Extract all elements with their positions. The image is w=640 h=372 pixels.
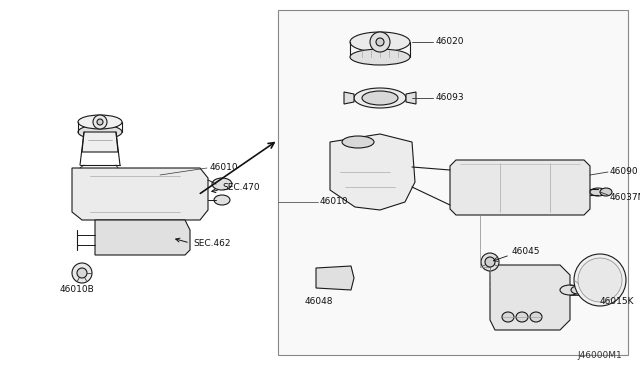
Polygon shape bbox=[82, 132, 118, 152]
Ellipse shape bbox=[560, 285, 580, 295]
Ellipse shape bbox=[78, 115, 122, 129]
Text: 46090: 46090 bbox=[610, 167, 639, 176]
Text: 46048: 46048 bbox=[305, 298, 333, 307]
Polygon shape bbox=[316, 266, 354, 290]
Polygon shape bbox=[490, 265, 570, 330]
Text: SEC.462: SEC.462 bbox=[193, 238, 230, 247]
Ellipse shape bbox=[590, 188, 606, 196]
Circle shape bbox=[370, 32, 390, 52]
Ellipse shape bbox=[571, 286, 585, 294]
Ellipse shape bbox=[502, 312, 514, 322]
Text: 46045: 46045 bbox=[512, 247, 541, 257]
Circle shape bbox=[93, 115, 107, 129]
Circle shape bbox=[72, 263, 92, 283]
Text: 46020: 46020 bbox=[436, 38, 465, 46]
Polygon shape bbox=[344, 92, 354, 104]
Ellipse shape bbox=[342, 136, 374, 148]
Text: 46015K: 46015K bbox=[600, 298, 634, 307]
Polygon shape bbox=[72, 168, 208, 220]
Ellipse shape bbox=[350, 32, 410, 52]
Polygon shape bbox=[406, 92, 416, 104]
Ellipse shape bbox=[212, 178, 232, 190]
Text: 46010B: 46010B bbox=[60, 285, 95, 295]
Text: 46010: 46010 bbox=[320, 198, 349, 206]
Ellipse shape bbox=[350, 49, 410, 65]
Circle shape bbox=[574, 254, 626, 306]
Ellipse shape bbox=[362, 91, 398, 105]
Text: J46000M1: J46000M1 bbox=[577, 351, 622, 360]
Bar bbox=[278, 10, 628, 355]
Text: 46037M: 46037M bbox=[610, 193, 640, 202]
Circle shape bbox=[376, 38, 384, 46]
Ellipse shape bbox=[530, 312, 542, 322]
Text: SEC.470: SEC.470 bbox=[222, 183, 260, 192]
Circle shape bbox=[77, 268, 87, 278]
Circle shape bbox=[481, 253, 499, 271]
Polygon shape bbox=[450, 160, 590, 215]
Ellipse shape bbox=[214, 195, 230, 205]
Circle shape bbox=[97, 119, 103, 125]
Ellipse shape bbox=[354, 88, 406, 108]
Polygon shape bbox=[330, 134, 415, 210]
Ellipse shape bbox=[516, 312, 528, 322]
Ellipse shape bbox=[78, 125, 122, 139]
Ellipse shape bbox=[600, 188, 612, 196]
Polygon shape bbox=[95, 220, 190, 255]
Text: 46093: 46093 bbox=[436, 93, 465, 103]
Circle shape bbox=[578, 258, 622, 302]
Text: 46010: 46010 bbox=[210, 164, 239, 173]
Circle shape bbox=[485, 257, 495, 267]
